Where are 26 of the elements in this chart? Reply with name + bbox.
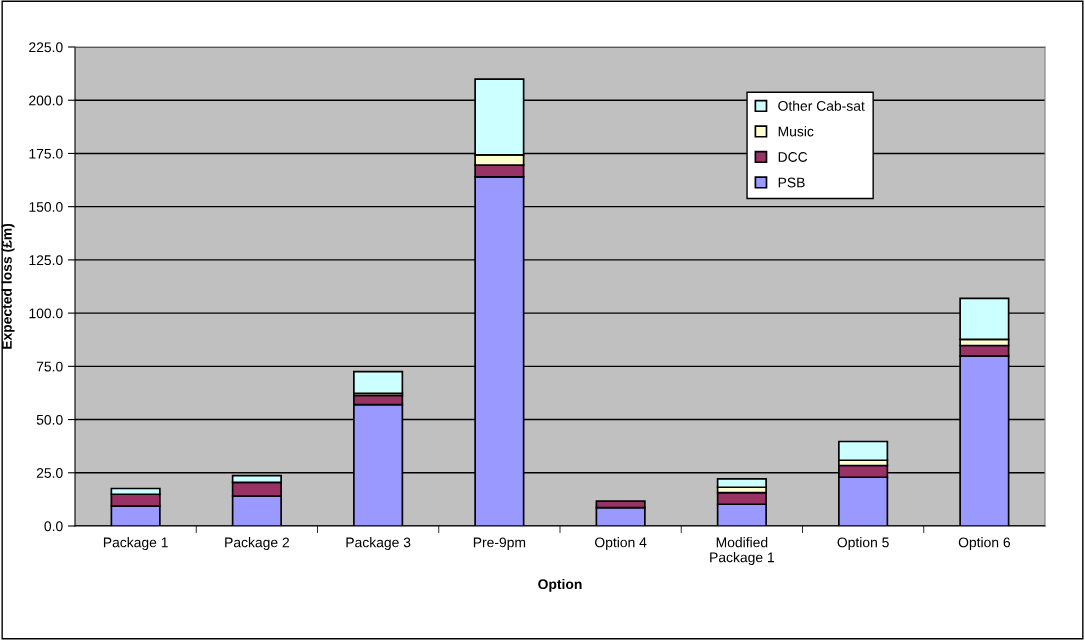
x-tick-label: Package 3 — [346, 537, 411, 551]
y-tick-label: 225.0 — [29, 42, 63, 53]
x-tick-label: Pre-9pm — [473, 537, 526, 551]
y-tick-label: 0.0 — [44, 521, 63, 532]
legend-label: PSB — [778, 177, 805, 188]
x-tick-label: Option 4 — [595, 537, 647, 551]
y-axis-title: Expected loss (£m) — [1, 223, 15, 349]
x-tick-label: Package 2 — [225, 537, 289, 551]
x-tick-label: Package 1 — [103, 537, 168, 551]
legend-label: Music — [778, 126, 814, 137]
x-axis-title: Option — [538, 578, 582, 592]
y-tick-label: 100.0 — [29, 308, 63, 319]
y-tick-label: 175.0 — [29, 148, 63, 159]
x-tick-label: Option 5 — [837, 537, 889, 551]
y-tick-label: 75.0 — [36, 361, 63, 372]
y-tick-label: 150.0 — [29, 202, 63, 212]
bar — [838, 440, 889, 462]
x-tick-label: Modified Package 1 — [710, 537, 775, 566]
y-tick-label: 125.0 — [29, 255, 63, 266]
y-tick-label: 50.0 — [36, 414, 63, 425]
y-tick-label: 25.0 — [36, 468, 63, 478]
legend-label: Other Cab-sat — [778, 100, 865, 111]
y-tick-label: 200.0 — [29, 95, 63, 106]
legend-label: DCC — [778, 152, 808, 162]
x-tick-label: Option 6 — [958, 537, 1011, 551]
bar — [716, 478, 767, 489]
